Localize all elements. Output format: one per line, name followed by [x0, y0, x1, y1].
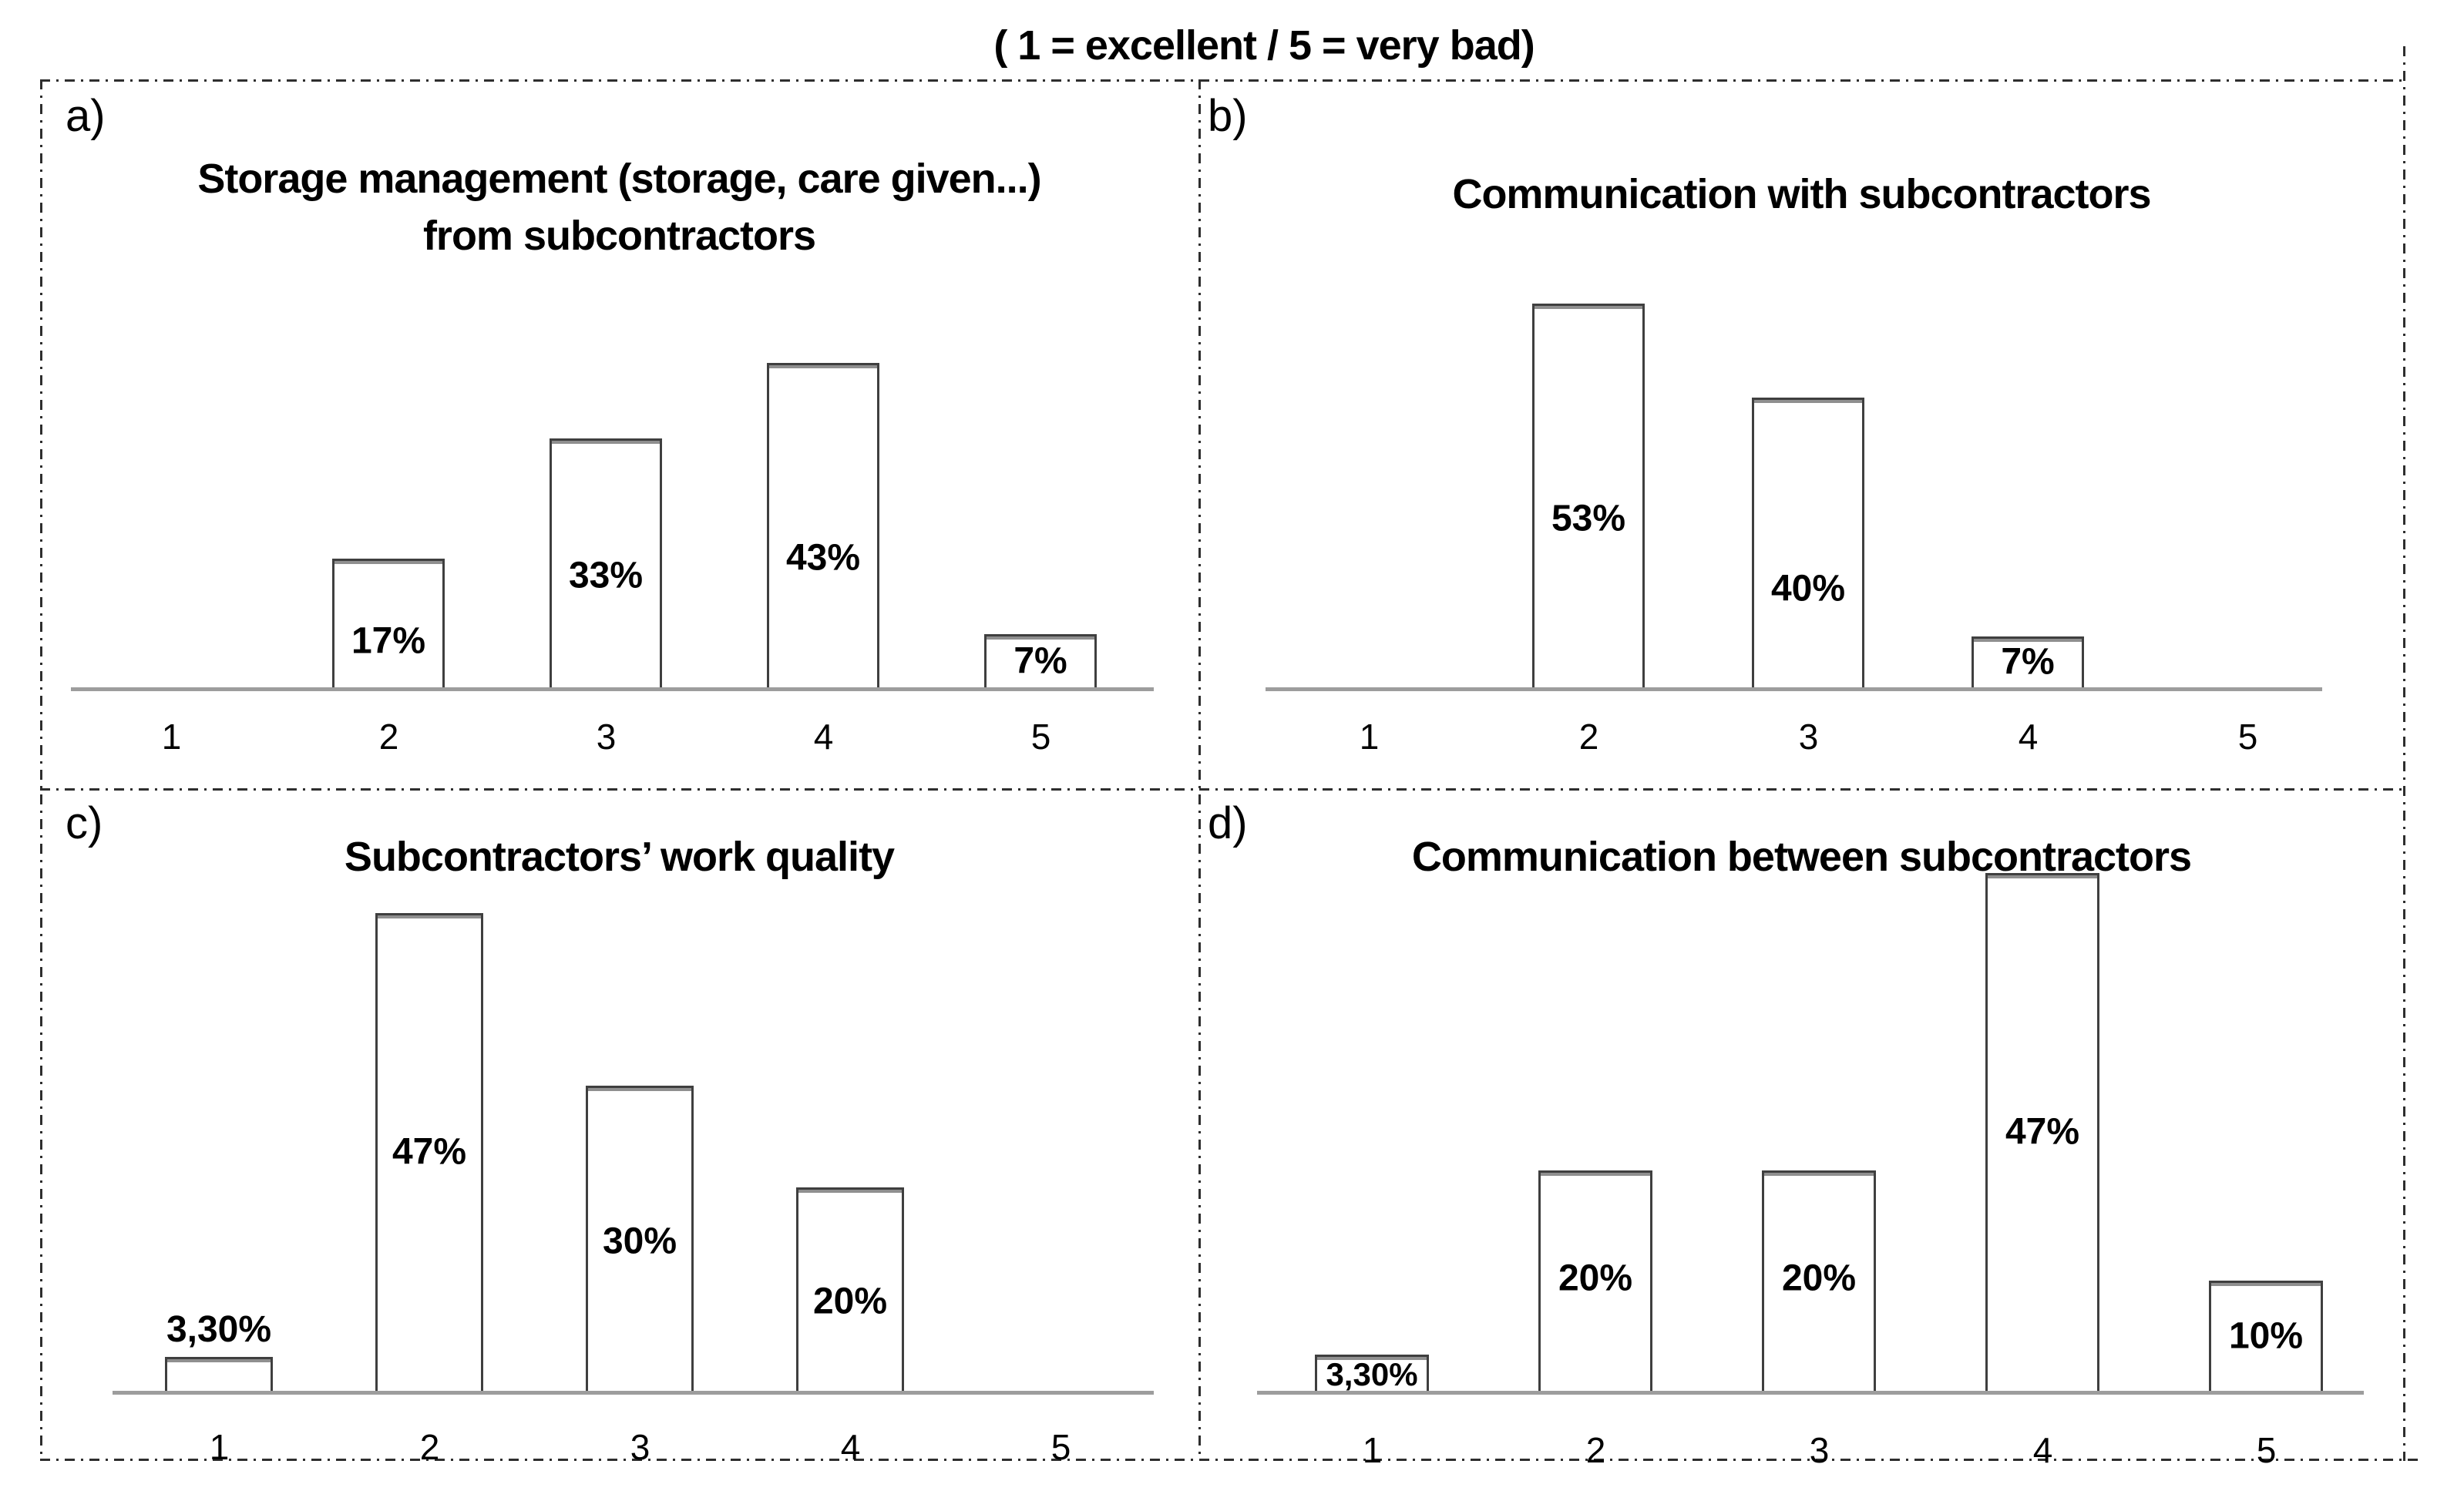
- panel-b-communication-with-subcontractors-chart: b) Communication with subcontractors 1 53% 2…: [1198, 79, 2405, 790]
- bar-top-edge: [987, 636, 1094, 640]
- bar-a-5: [984, 634, 1097, 687]
- x-axis-line: [1257, 1391, 2364, 1395]
- figure-scale-caption: ( 1 = excellent / 5 = very bad): [993, 22, 1535, 69]
- bar-value-label-b-3: 40%: [1770, 568, 1846, 609]
- x-axis-line: [1266, 687, 2322, 691]
- bar-c-4: [796, 1187, 904, 1391]
- frame-middle-horizontal-divider: [40, 788, 2405, 791]
- chart-title-line: Storage management (storage, care given.…: [197, 156, 1041, 202]
- bar-value-label-d-3: 20%: [1781, 1258, 1857, 1299]
- bar-b-4: [1972, 636, 2084, 687]
- bar-top-edge: [378, 915, 481, 918]
- frame-middle-vertical-divider: [1198, 79, 1201, 1459]
- bar-c-1: [165, 1357, 273, 1391]
- x-tick-b-5: 5: [2237, 717, 2258, 757]
- chart-title: Communication between subcontractors: [1198, 828, 2405, 885]
- bar-a-3: [550, 438, 662, 687]
- x-tick-c-4: 4: [840, 1427, 861, 1467]
- chart-title-line: Subcontractors’ work quality: [344, 834, 895, 880]
- bar-value-label-a-3: 33%: [568, 555, 644, 596]
- bar-value-label-a-5: 7%: [1014, 640, 1067, 681]
- bar-top-edge: [1974, 639, 2082, 642]
- x-tick-d-1: 1: [1362, 1430, 1383, 1470]
- x-tick-c-3: 3: [630, 1427, 650, 1467]
- bar-c-3: [586, 1086, 694, 1391]
- panel-a-storage-management-chart: a) Storage management (storage, care give…: [40, 79, 1198, 790]
- bar-value-label-d-4: 47%: [2005, 1111, 2080, 1153]
- bar-value-label-c-4: 20%: [812, 1281, 888, 1322]
- bar-top-edge: [1541, 1173, 1650, 1176]
- bar-top-edge: [1764, 1173, 1874, 1176]
- bar-value-label-c-2: 47%: [392, 1131, 467, 1173]
- panel-letter: d): [1208, 798, 1248, 848]
- x-tick-d-3: 3: [1809, 1430, 1830, 1470]
- x-tick-c-1: 1: [209, 1427, 230, 1467]
- bar-a-4: [767, 363, 879, 687]
- x-tick-a-1: 1: [161, 717, 182, 757]
- bar-value-label-a-4: 43%: [785, 537, 861, 579]
- x-tick-a-5: 5: [1030, 717, 1051, 757]
- x-tick-b-3: 3: [1798, 717, 1819, 757]
- bar-b-2: [1532, 304, 1645, 687]
- bar-top-edge: [1317, 1357, 1427, 1360]
- x-tick-b-2: 2: [1578, 717, 1599, 757]
- frame-right-border: [2403, 46, 2405, 1461]
- x-tick-c-2: 2: [419, 1427, 440, 1467]
- x-tick-d-5: 5: [2256, 1430, 2277, 1470]
- bar-value-label-d-5: 10%: [2228, 1315, 2304, 1356]
- bar-d-1: [1315, 1355, 1429, 1391]
- panel-letter: a): [66, 91, 106, 141]
- bar-value-label-d-1: 3,30%: [1326, 1355, 1418, 1392]
- bar-value-label-a-2: 17%: [351, 620, 426, 662]
- chart-title: Subcontractors’ work quality: [40, 828, 1198, 885]
- x-tick-b-4: 4: [2018, 717, 2039, 757]
- frame-left-border: [40, 79, 42, 1461]
- panel-letter: c): [66, 798, 103, 848]
- bar-top-edge: [798, 1190, 902, 1193]
- bar-b-3: [1752, 398, 1864, 687]
- panel-letter: b): [1208, 91, 1248, 141]
- panel-d-communication-between-subcontractors-chart: d) Communication between subcontractors 3,…: [1198, 790, 2405, 1470]
- bar-value-label-c-1: 3,30%: [166, 1309, 272, 1350]
- bar-top-edge: [167, 1359, 271, 1362]
- x-axis-line: [71, 687, 1154, 691]
- panel-c-subcontractors-work-quality-chart: c) Subcontractors’ work quality 3,30% 1 47% 2…: [40, 790, 1198, 1467]
- chart-title-line: from subcontractors: [422, 213, 816, 259]
- x-tick-a-3: 3: [596, 717, 617, 757]
- bar-d-3: [1762, 1170, 1876, 1391]
- bar-top-edge: [334, 561, 442, 564]
- bar-value-label-c-3: 30%: [602, 1221, 677, 1262]
- bar-d-4: [1985, 873, 2099, 1391]
- chart-title-line: Communication between subcontractors: [1411, 834, 2192, 880]
- bar-d-5: [2209, 1281, 2323, 1391]
- chart-title: Storage management (storage, care given.…: [40, 150, 1198, 264]
- bar-a-2: [332, 559, 445, 687]
- chart-title: Communication with subcontractors: [1198, 166, 2405, 223]
- x-tick-d-4: 4: [2032, 1430, 2053, 1470]
- x-axis-line: [113, 1391, 1154, 1395]
- bar-top-edge: [769, 365, 877, 368]
- x-tick-a-4: 4: [813, 717, 834, 757]
- bar-top-edge: [2211, 1283, 2321, 1286]
- bar-top-edge: [588, 1088, 691, 1091]
- bar-d-2: [1538, 1170, 1652, 1391]
- frame-bottom-border: [40, 1459, 2424, 1461]
- bar-top-edge: [552, 441, 660, 444]
- bar-c-2: [375, 913, 483, 1391]
- x-tick-b-1: 1: [1359, 717, 1380, 757]
- bar-top-edge: [1988, 875, 2097, 878]
- x-tick-a-2: 2: [378, 717, 399, 757]
- bar-value-label-b-4: 7%: [2001, 641, 2055, 683]
- bar-value-label-d-2: 20%: [1558, 1258, 1633, 1299]
- bar-value-label-b-2: 53%: [1551, 498, 1626, 539]
- x-tick-c-5: 5: [1050, 1427, 1071, 1467]
- chart-title-line: Communication with subcontractors: [1452, 171, 2151, 217]
- bar-top-edge: [1535, 306, 1642, 309]
- bar-top-edge: [1754, 400, 1862, 403]
- x-tick-d-2: 2: [1585, 1430, 1606, 1470]
- frame-top-border: [40, 79, 2405, 82]
